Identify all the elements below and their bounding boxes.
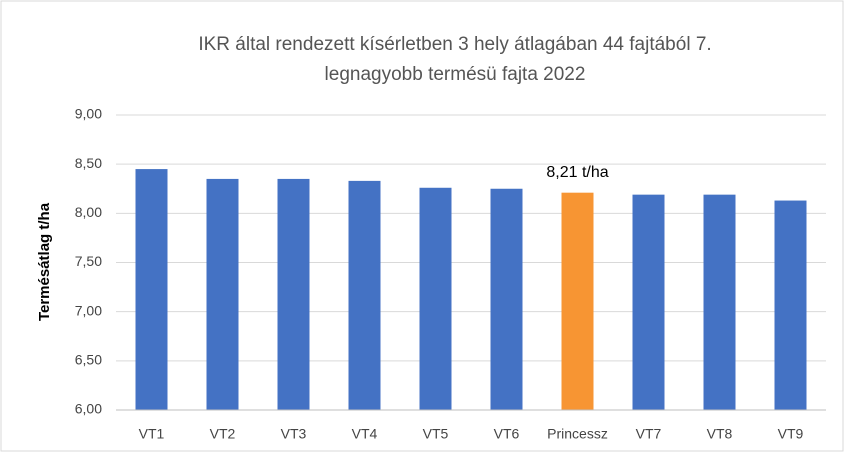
y-tick-label: 6,50 <box>75 352 102 368</box>
chart-title: IKR által rendezett kísérletben 3 hely á… <box>198 34 711 55</box>
y-tick-label: 8,50 <box>75 155 102 171</box>
x-tick-label: VT8 <box>707 426 733 442</box>
y-tick-label: 6,00 <box>75 401 102 417</box>
y-tick-label: 7,50 <box>75 253 102 269</box>
bar <box>561 192 594 410</box>
x-tick-label: VT5 <box>423 426 449 442</box>
data-label: 8,21 t/ha <box>546 164 608 181</box>
x-tick-label: VT3 <box>281 426 307 442</box>
x-tick-label: Princessz <box>547 426 608 442</box>
bar <box>419 187 452 410</box>
bar <box>135 169 168 410</box>
x-tick-label: VT2 <box>210 426 236 442</box>
x-tick-label: VT1 <box>139 426 165 442</box>
y-tick-label: 8,00 <box>75 204 102 220</box>
y-tick-label: 9,00 <box>75 106 102 122</box>
bar <box>277 178 310 410</box>
x-tick-label: VT6 <box>494 426 520 442</box>
bar <box>774 200 807 410</box>
x-tick-label: VT9 <box>778 426 804 442</box>
x-tick-label: VT7 <box>636 426 662 442</box>
x-tick-label: VT4 <box>352 426 378 442</box>
chart-title: legnagyobb termésü fajta 2022 <box>325 64 586 85</box>
y-axis-label: Termésátlag t/ha <box>36 202 53 321</box>
bar <box>703 194 736 410</box>
y-tick-label: 7,00 <box>75 302 102 318</box>
bar <box>206 178 239 410</box>
bar <box>348 180 381 410</box>
bar <box>632 194 665 410</box>
bar <box>490 188 523 410</box>
